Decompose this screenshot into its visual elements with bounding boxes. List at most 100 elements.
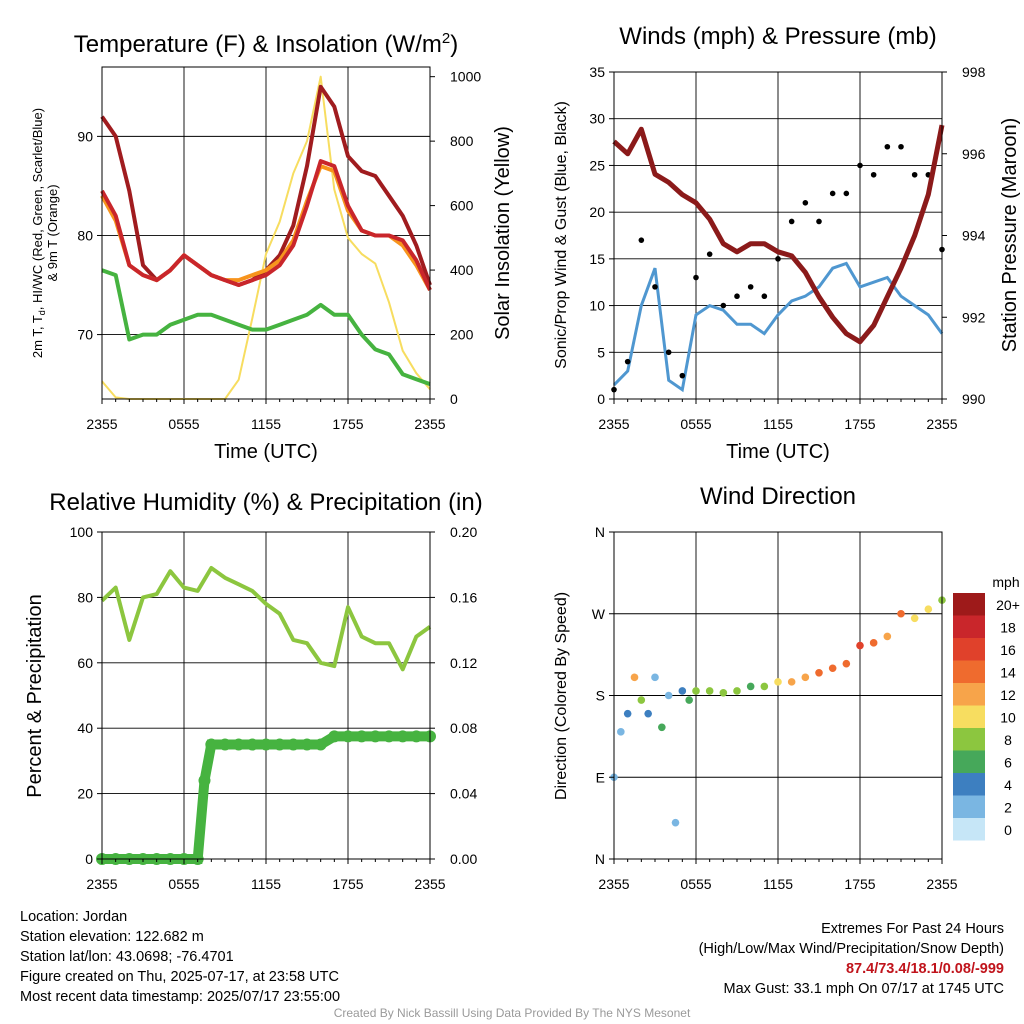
legend-label: 20+ <box>996 597 1020 613</box>
y2-tick-label: 998 <box>962 64 986 80</box>
gust-point <box>638 237 645 243</box>
temperature-ylabel-line2: & 9m T (Orange) <box>45 184 60 281</box>
gust-point <box>734 293 740 300</box>
direction-point <box>856 641 864 650</box>
x-tick-label: 2355 <box>86 876 117 892</box>
gust-point <box>843 190 850 197</box>
direction-point <box>869 639 878 647</box>
direction-point <box>630 673 639 682</box>
legend-label: 8 <box>1004 732 1012 748</box>
y2-tick-label: 990 <box>962 391 986 407</box>
legend-label: 10 <box>1000 710 1016 726</box>
gust-point <box>679 372 686 379</box>
legend-swatch <box>953 773 985 796</box>
gust-point <box>911 171 918 178</box>
direction-point <box>801 673 810 682</box>
x-tick-label: 0555 <box>168 876 199 892</box>
y2-tick-label: 994 <box>962 228 986 244</box>
gust-point <box>775 256 781 262</box>
series-temp <box>100 159 432 291</box>
wind-direction-title: Wind Direction <box>700 483 856 510</box>
gust-point <box>706 251 713 257</box>
direction-point <box>664 691 673 700</box>
gust-point <box>870 171 877 178</box>
series-wind <box>612 261 944 393</box>
x-tick-label: 1755 <box>844 416 875 432</box>
legend-label: 14 <box>1000 665 1016 681</box>
y2-tick-label: 0.12 <box>450 655 477 671</box>
y2-tick-label: 1000 <box>450 69 481 85</box>
temperature-panel: Temperature (F) & Insolation (W/m2) 70 80… <box>30 30 514 463</box>
station-info: Location: Jordan Station elevation: 122.… <box>20 907 340 1007</box>
x-tick-label: 2355 <box>414 876 445 892</box>
figure-created: Figure created on Thu, 2025-07-17, at 23… <box>20 969 339 985</box>
x-tick-label: 1155 <box>763 416 793 432</box>
extremes-heading: Extremes For Past 24 Hours <box>821 921 1004 937</box>
direction-point <box>842 659 851 668</box>
direction-point <box>658 723 666 732</box>
humidity-panel: Relative Humidity (%) & Precipitation (i… <box>24 489 483 892</box>
direction-point <box>637 696 646 704</box>
y-tick-label: S <box>596 688 605 704</box>
x-tick-label: 2355 <box>86 416 117 432</box>
legend-label: 0 <box>1004 822 1012 838</box>
direction-point <box>644 709 652 718</box>
series-dewpoint <box>101 268 431 386</box>
temperature-y2label: Solar Insolation (Yellow) <box>492 126 514 340</box>
y2-tick-label: 0.20 <box>450 524 477 540</box>
humidity-title: Relative Humidity (%) & Precipitation (i… <box>49 489 482 516</box>
y-tick-label: 25 <box>589 157 605 173</box>
legend-swatch <box>953 818 985 841</box>
y2-tick-label: 0.08 <box>450 720 477 736</box>
extremes-subheading: (High/Low/Max Wind/Precipitation/Snow De… <box>698 941 1004 957</box>
recent-timestamp: Most recent data timestamp: 2025/07/17 2… <box>20 989 341 1005</box>
legend-label: 12 <box>1000 687 1016 703</box>
y-tick-label: W <box>592 606 606 622</box>
winds-y2label: Station Pressure (Maroon) <box>999 118 1021 353</box>
x-tick-label: 1155 <box>251 876 281 892</box>
y-tick-label: 30 <box>589 111 605 127</box>
legend-swatch <box>953 615 985 638</box>
direction-point <box>692 687 700 695</box>
x-tick-label: 1755 <box>332 876 363 892</box>
y2-tick-label: 800 <box>450 133 474 149</box>
legend-label: 6 <box>1004 755 1012 771</box>
direction-point <box>719 688 728 697</box>
extremes-box: Extremes For Past 24 Hours (High/Low/Max… <box>699 919 1004 999</box>
y-tick-label: 5 <box>597 344 605 360</box>
x-tick-label: 1755 <box>844 876 875 892</box>
y2-tick-label: 0.00 <box>450 851 477 867</box>
direction-point <box>787 678 796 686</box>
series-pressure <box>612 124 945 345</box>
station-elevation: Station elevation: 122.682 m <box>20 929 204 945</box>
x-tick-label: 0555 <box>680 876 711 892</box>
temperature-xlabel: Time (UTC) <box>214 441 318 463</box>
x-tick-label: 1155 <box>251 416 281 432</box>
gust-point <box>652 284 658 290</box>
legend-label: 18 <box>1000 620 1016 636</box>
gust-point <box>747 284 754 290</box>
winds-panel: Winds (mph) & Pressure (mb) 0 5 10 15 20 25 30… <box>553 23 1021 463</box>
direction-point <box>883 632 892 641</box>
gust-point <box>829 190 836 197</box>
direction-point <box>651 673 659 682</box>
temperature-title: Temperature (F) & Insolation (W/m2) <box>74 30 458 58</box>
legend-swatch <box>953 683 985 706</box>
max-gust: Max Gust: 33.1 mph On 07/17 at 1745 UTC <box>723 981 1004 997</box>
y-tick-label: 10 <box>589 298 605 314</box>
direction-point <box>678 687 687 695</box>
legend-swatch <box>953 705 985 728</box>
y-tick-label: 40 <box>77 720 93 736</box>
y2-tick-label: 600 <box>450 198 474 214</box>
legend-swatch <box>953 750 985 773</box>
x-tick-label: 1755 <box>332 416 363 432</box>
direction-point <box>760 682 769 691</box>
direction-point <box>671 818 680 827</box>
gust-point <box>624 358 631 365</box>
legend-swatch <box>953 795 985 818</box>
direction-point <box>924 605 933 614</box>
x-tick-label: 0555 <box>168 416 199 432</box>
x-tick-label: 2355 <box>598 876 629 892</box>
station-latlon: Station lat/lon: 43.0698; -76.4701 <box>20 949 234 965</box>
